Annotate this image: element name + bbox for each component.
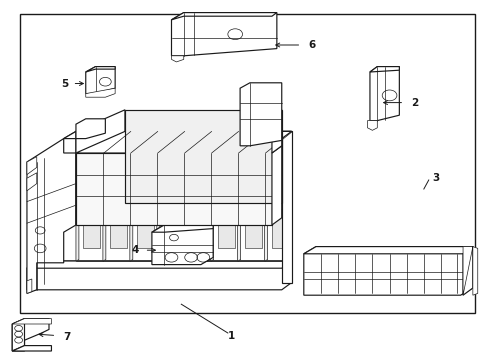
Polygon shape xyxy=(76,119,105,139)
Polygon shape xyxy=(152,225,213,265)
Polygon shape xyxy=(12,319,51,324)
Polygon shape xyxy=(86,67,115,72)
Text: 4: 4 xyxy=(131,245,139,255)
Polygon shape xyxy=(304,247,473,254)
Polygon shape xyxy=(304,247,473,295)
Polygon shape xyxy=(272,110,282,153)
Polygon shape xyxy=(110,209,127,248)
Polygon shape xyxy=(12,319,24,351)
Bar xyxy=(20,14,475,313)
Polygon shape xyxy=(370,67,399,72)
Polygon shape xyxy=(238,152,241,261)
Polygon shape xyxy=(282,131,292,283)
Polygon shape xyxy=(83,209,100,248)
Polygon shape xyxy=(103,152,106,261)
Polygon shape xyxy=(27,139,76,293)
Polygon shape xyxy=(245,209,262,248)
Text: 7: 7 xyxy=(64,332,71,342)
Polygon shape xyxy=(272,146,282,225)
Polygon shape xyxy=(86,88,115,97)
Polygon shape xyxy=(12,346,51,351)
Polygon shape xyxy=(272,209,289,248)
Text: 3: 3 xyxy=(432,173,440,183)
Polygon shape xyxy=(191,209,208,248)
Polygon shape xyxy=(164,209,181,248)
Polygon shape xyxy=(125,110,282,203)
Polygon shape xyxy=(64,131,292,139)
Polygon shape xyxy=(184,152,187,261)
Polygon shape xyxy=(130,152,133,261)
Polygon shape xyxy=(12,319,49,351)
Polygon shape xyxy=(27,157,37,175)
Polygon shape xyxy=(27,261,292,290)
Polygon shape xyxy=(172,13,277,56)
Polygon shape xyxy=(157,152,160,261)
Polygon shape xyxy=(64,131,292,153)
Polygon shape xyxy=(76,131,292,153)
Polygon shape xyxy=(27,279,32,293)
Polygon shape xyxy=(86,67,115,94)
Polygon shape xyxy=(76,153,272,225)
Polygon shape xyxy=(137,209,154,248)
Polygon shape xyxy=(370,67,399,121)
Polygon shape xyxy=(76,110,125,225)
Polygon shape xyxy=(265,152,268,261)
Polygon shape xyxy=(27,173,37,191)
Text: 1: 1 xyxy=(228,330,235,341)
Polygon shape xyxy=(463,247,473,295)
Text: 6: 6 xyxy=(309,40,316,50)
Polygon shape xyxy=(218,209,235,248)
Polygon shape xyxy=(76,131,282,153)
Polygon shape xyxy=(172,56,184,62)
Polygon shape xyxy=(463,247,478,295)
Polygon shape xyxy=(240,83,282,146)
Text: 2: 2 xyxy=(412,98,419,108)
Text: 5: 5 xyxy=(61,78,68,89)
Polygon shape xyxy=(27,261,292,268)
Polygon shape xyxy=(368,121,377,130)
Polygon shape xyxy=(211,152,214,261)
Polygon shape xyxy=(76,152,79,261)
Polygon shape xyxy=(172,13,277,20)
Polygon shape xyxy=(152,225,213,232)
